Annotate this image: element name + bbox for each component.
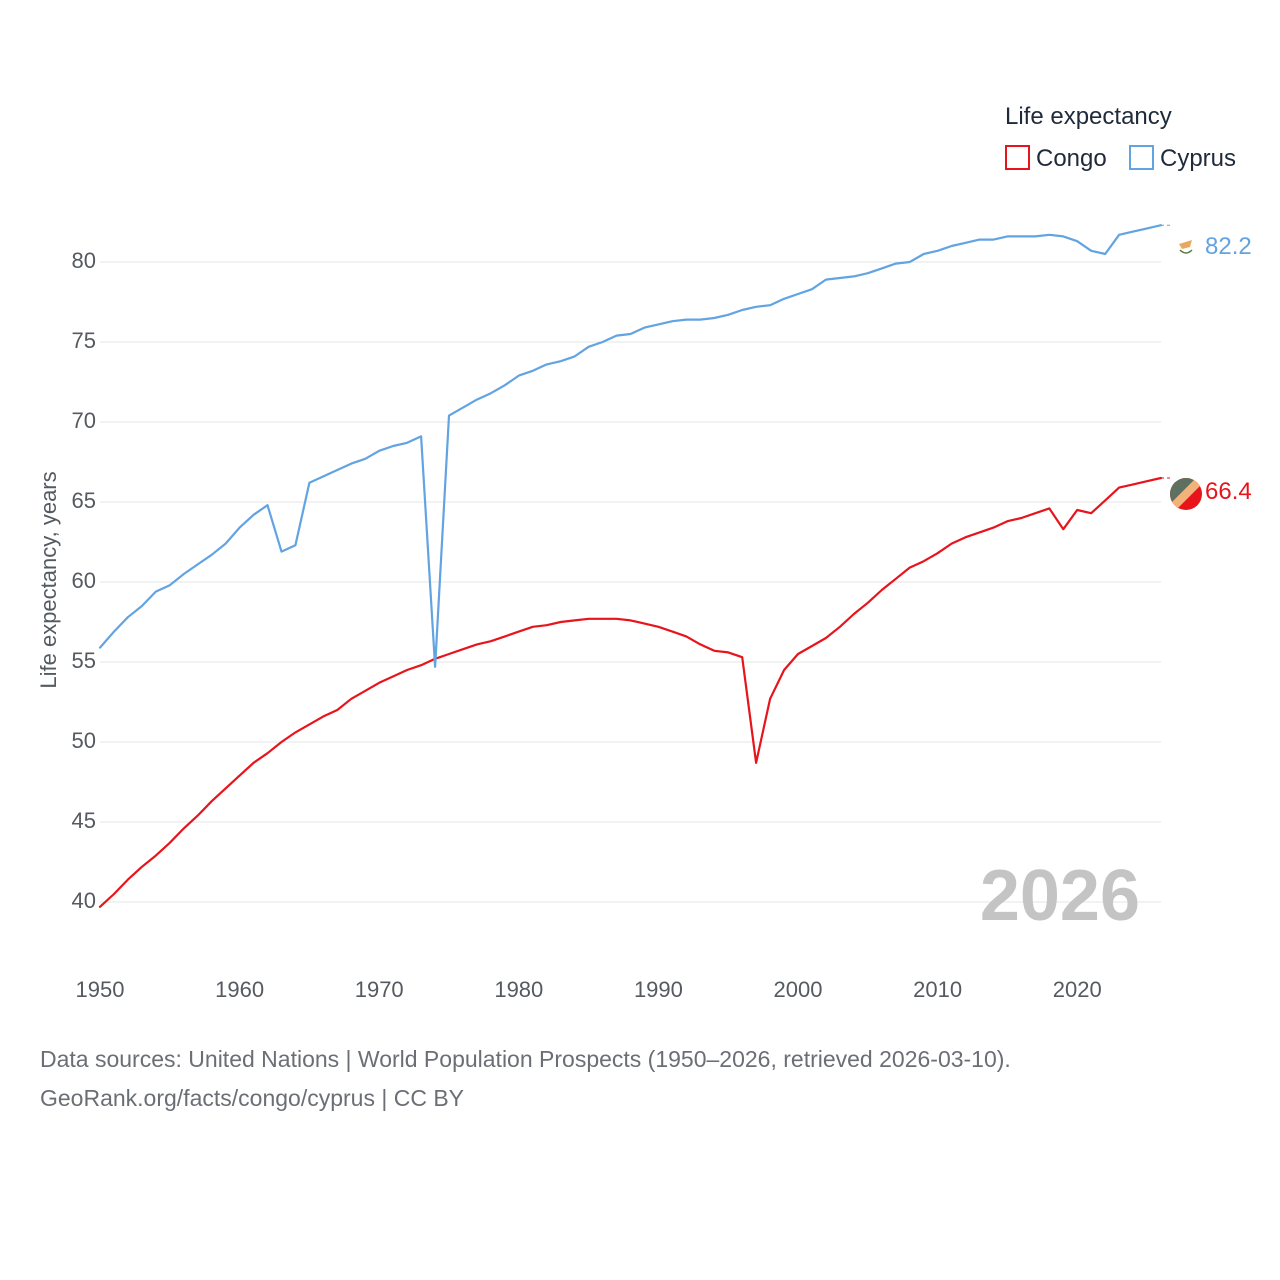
- legend-title: Life expectancy: [1005, 103, 1172, 130]
- footer-sources: Data sources: United Nations | World Pop…: [40, 1046, 1011, 1072]
- x-tick-2010: 2010: [913, 977, 962, 1002]
- gridlines: [100, 261, 1161, 903]
- y-tick-55: 55: [72, 648, 96, 673]
- cyprus-flag-icon: [1178, 238, 1194, 254]
- series-line-cyprus[interactable]: [98, 224, 1163, 668]
- series-lines: [98, 224, 1170, 908]
- x-tick-1990: 1990: [634, 977, 683, 1002]
- x-tick-2000: 2000: [774, 977, 823, 1002]
- x-axis-ticks: 1950 1960 1970 1980 1990 2000 2010 2020: [76, 977, 1102, 1002]
- y-tick-80: 80: [72, 248, 96, 273]
- legend-swatch-congo[interactable]: [1005, 145, 1030, 170]
- year-watermark: 2026: [980, 856, 1140, 936]
- y-axis-title: Life expectancy, years: [36, 471, 61, 688]
- footer-credit[interactable]: GeoRank.org/facts/congo/cyprus | CC BY: [40, 1085, 464, 1111]
- series-line-congo[interactable]: [98, 476, 1163, 908]
- y-tick-45: 45: [72, 808, 96, 833]
- y-tick-50: 50: [72, 728, 96, 753]
- legend: Life expectancy Congo Cyprus: [1005, 103, 1236, 172]
- congo-flag-icon: [1170, 478, 1202, 510]
- x-tick-1950: 1950: [76, 977, 125, 1002]
- x-tick-1970: 1970: [355, 977, 404, 1002]
- y-tick-75: 75: [72, 328, 96, 353]
- y-tick-40: 40: [72, 888, 96, 913]
- y-tick-70: 70: [72, 408, 96, 433]
- legend-label-congo[interactable]: Congo: [1036, 145, 1107, 172]
- y-axis-ticks: 40 45 50 55 60 65 70 75 80: [72, 248, 96, 913]
- y-tick-60: 60: [72, 568, 96, 593]
- x-tick-2020: 2020: [1053, 977, 1102, 1002]
- y-tick-65: 65: [72, 488, 96, 513]
- x-tick-1980: 1980: [494, 977, 543, 1002]
- end-label-cyprus: 82.2: [1205, 233, 1252, 260]
- legend-label-cyprus[interactable]: Cyprus: [1160, 145, 1236, 172]
- end-label-congo: 66.4: [1205, 478, 1252, 505]
- legend-swatch-cyprus[interactable]: [1129, 145, 1154, 170]
- x-tick-1960: 1960: [215, 977, 264, 1002]
